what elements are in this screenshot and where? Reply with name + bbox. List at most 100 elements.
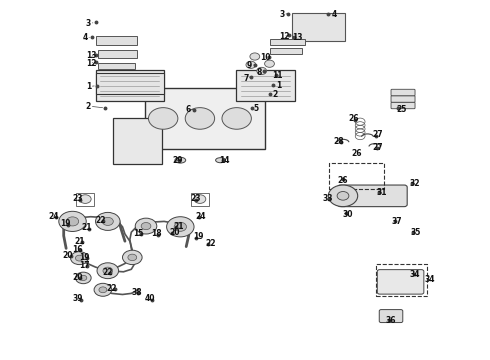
- Circle shape: [79, 195, 91, 203]
- Text: 29: 29: [172, 156, 183, 166]
- Text: 21: 21: [81, 223, 92, 233]
- Text: 22: 22: [107, 284, 117, 293]
- Text: 3: 3: [279, 10, 285, 19]
- Text: 19: 19: [194, 233, 204, 242]
- Circle shape: [94, 283, 112, 296]
- FancyBboxPatch shape: [391, 96, 415, 102]
- Circle shape: [128, 254, 137, 261]
- Text: 37: 37: [391, 217, 402, 226]
- Circle shape: [66, 217, 79, 226]
- Text: 23: 23: [190, 194, 200, 203]
- Circle shape: [75, 255, 83, 261]
- FancyBboxPatch shape: [338, 185, 407, 207]
- Circle shape: [174, 222, 187, 231]
- Circle shape: [257, 67, 267, 75]
- Text: 24: 24: [196, 212, 206, 220]
- FancyBboxPatch shape: [379, 310, 403, 323]
- Polygon shape: [113, 118, 162, 164]
- Text: 32: 32: [410, 179, 420, 188]
- Text: 10: 10: [260, 53, 270, 62]
- Text: 27: 27: [372, 130, 383, 139]
- Circle shape: [99, 287, 107, 293]
- Text: 23: 23: [73, 194, 83, 203]
- Text: 30: 30: [343, 210, 353, 219]
- Text: 13: 13: [293, 33, 303, 42]
- Text: 15: 15: [133, 229, 144, 238]
- Circle shape: [337, 192, 349, 200]
- FancyBboxPatch shape: [236, 70, 295, 101]
- Text: 17: 17: [79, 261, 90, 270]
- Circle shape: [194, 195, 206, 203]
- Text: 25: 25: [396, 105, 407, 114]
- FancyBboxPatch shape: [391, 89, 415, 96]
- Circle shape: [148, 108, 178, 129]
- Text: 13: 13: [86, 51, 96, 60]
- FancyBboxPatch shape: [292, 13, 345, 41]
- FancyBboxPatch shape: [145, 88, 265, 149]
- FancyBboxPatch shape: [98, 50, 137, 58]
- Circle shape: [167, 217, 194, 237]
- Text: 22: 22: [205, 239, 216, 248]
- Circle shape: [103, 267, 113, 274]
- Ellipse shape: [216, 158, 225, 163]
- Circle shape: [265, 60, 274, 67]
- Text: 31: 31: [377, 188, 387, 197]
- FancyBboxPatch shape: [391, 102, 415, 109]
- Circle shape: [141, 222, 151, 230]
- Circle shape: [59, 211, 86, 231]
- Text: 24: 24: [48, 212, 58, 220]
- Text: 34: 34: [410, 270, 420, 279]
- Circle shape: [250, 53, 260, 60]
- Text: 6: 6: [185, 105, 191, 114]
- FancyBboxPatch shape: [270, 39, 305, 45]
- Circle shape: [222, 108, 251, 129]
- Circle shape: [97, 263, 119, 279]
- Text: 2: 2: [272, 90, 277, 99]
- Text: 21: 21: [74, 237, 85, 246]
- Text: 19: 19: [60, 220, 70, 229]
- Text: 39: 39: [73, 294, 83, 303]
- Text: 26: 26: [348, 114, 358, 123]
- Circle shape: [96, 212, 120, 230]
- FancyBboxPatch shape: [377, 270, 424, 294]
- Text: 7: 7: [243, 74, 248, 83]
- Text: 38: 38: [131, 288, 142, 297]
- Ellipse shape: [175, 157, 186, 163]
- Text: 19: 19: [79, 253, 90, 262]
- Text: 4: 4: [332, 10, 337, 19]
- Text: 36: 36: [386, 316, 396, 325]
- Circle shape: [80, 275, 87, 280]
- Text: 2: 2: [86, 102, 91, 111]
- Text: 21: 21: [174, 222, 184, 231]
- Text: 3: 3: [86, 19, 91, 28]
- Circle shape: [75, 272, 91, 284]
- FancyBboxPatch shape: [96, 73, 164, 94]
- Text: 20: 20: [73, 273, 83, 282]
- FancyBboxPatch shape: [98, 63, 135, 69]
- Text: 40: 40: [145, 294, 155, 303]
- Text: 35: 35: [410, 229, 420, 238]
- Circle shape: [71, 252, 88, 265]
- Text: 12: 12: [86, 59, 96, 68]
- Circle shape: [185, 108, 215, 129]
- Circle shape: [246, 61, 256, 68]
- Text: 9: 9: [247, 61, 252, 70]
- Text: 22: 22: [95, 216, 105, 225]
- Text: 18: 18: [151, 229, 162, 238]
- FancyBboxPatch shape: [270, 48, 302, 54]
- Circle shape: [122, 250, 142, 265]
- Text: 14: 14: [219, 156, 229, 166]
- Text: 22: 22: [102, 268, 112, 277]
- Text: 26: 26: [337, 176, 347, 185]
- Text: 26: 26: [351, 149, 362, 158]
- Text: 5: 5: [254, 104, 259, 113]
- Text: 4: 4: [82, 33, 88, 42]
- Text: 20: 20: [170, 228, 180, 237]
- FancyBboxPatch shape: [96, 36, 137, 45]
- Circle shape: [328, 185, 358, 207]
- Text: 20: 20: [63, 251, 73, 260]
- Text: 33: 33: [322, 194, 333, 202]
- Text: 12: 12: [279, 32, 290, 41]
- Text: 34: 34: [425, 275, 435, 284]
- Text: 1: 1: [276, 81, 281, 90]
